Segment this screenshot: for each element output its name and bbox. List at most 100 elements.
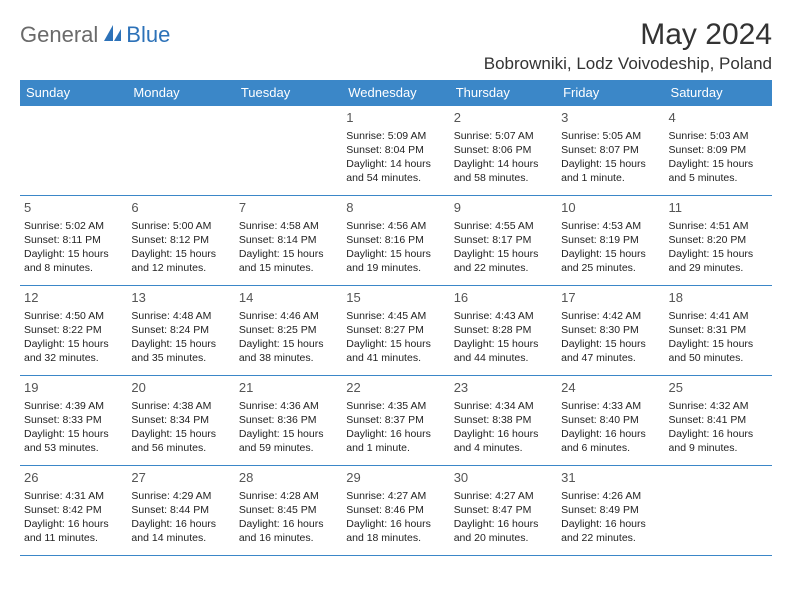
calendar-body: 1Sunrise: 5:09 AMSunset: 8:04 PMDaylight… xyxy=(20,106,772,556)
title-block: May 2024 Bobrowniki, Lodz Voivodeship, P… xyxy=(484,18,772,74)
sunrise-line: Sunrise: 4:33 AM xyxy=(561,399,660,413)
logo-sail-icon xyxy=(102,23,124,48)
daylight-line: Daylight: 16 hours and 14 minutes. xyxy=(131,517,230,545)
calendar-week-row: 1Sunrise: 5:09 AMSunset: 8:04 PMDaylight… xyxy=(20,106,772,196)
calendar-day-cell: 26Sunrise: 4:31 AMSunset: 8:42 PMDayligh… xyxy=(20,466,127,556)
calendar-day-cell xyxy=(20,106,127,196)
daylight-line: Daylight: 15 hours and 25 minutes. xyxy=(561,247,660,275)
calendar-day-cell: 16Sunrise: 4:43 AMSunset: 8:28 PMDayligh… xyxy=(450,286,557,376)
calendar-day-cell: 9Sunrise: 4:55 AMSunset: 8:17 PMDaylight… xyxy=(450,196,557,286)
calendar-day-cell: 22Sunrise: 4:35 AMSunset: 8:37 PMDayligh… xyxy=(342,376,449,466)
sunset-line: Sunset: 8:25 PM xyxy=(239,323,338,337)
weekday-header: Wednesday xyxy=(342,80,449,106)
month-title: May 2024 xyxy=(484,18,772,52)
sunset-line: Sunset: 8:19 PM xyxy=(561,233,660,247)
sunrise-line: Sunrise: 5:00 AM xyxy=(131,219,230,233)
daylight-line: Daylight: 15 hours and 35 minutes. xyxy=(131,337,230,365)
sunrise-line: Sunrise: 4:43 AM xyxy=(454,309,553,323)
sunrise-line: Sunrise: 5:03 AM xyxy=(669,129,768,143)
calendar-day-cell: 30Sunrise: 4:27 AMSunset: 8:47 PMDayligh… xyxy=(450,466,557,556)
day-number: 17 xyxy=(561,289,660,307)
daylight-line: Daylight: 15 hours and 59 minutes. xyxy=(239,427,338,455)
calendar-day-cell: 18Sunrise: 4:41 AMSunset: 8:31 PMDayligh… xyxy=(665,286,772,376)
calendar-day-cell: 2Sunrise: 5:07 AMSunset: 8:06 PMDaylight… xyxy=(450,106,557,196)
daylight-line: Daylight: 15 hours and 44 minutes. xyxy=(454,337,553,365)
sunset-line: Sunset: 8:06 PM xyxy=(454,143,553,157)
day-number: 21 xyxy=(239,379,338,397)
day-number: 7 xyxy=(239,199,338,217)
calendar-day-cell: 8Sunrise: 4:56 AMSunset: 8:16 PMDaylight… xyxy=(342,196,449,286)
daylight-line: Daylight: 15 hours and 22 minutes. xyxy=(454,247,553,275)
sunrise-line: Sunrise: 4:38 AM xyxy=(131,399,230,413)
sunset-line: Sunset: 8:47 PM xyxy=(454,503,553,517)
logo: General Blue xyxy=(20,22,170,48)
calendar-day-cell: 15Sunrise: 4:45 AMSunset: 8:27 PMDayligh… xyxy=(342,286,449,376)
daylight-line: Daylight: 16 hours and 4 minutes. xyxy=(454,427,553,455)
sunset-line: Sunset: 8:37 PM xyxy=(346,413,445,427)
calendar-day-cell: 19Sunrise: 4:39 AMSunset: 8:33 PMDayligh… xyxy=(20,376,127,466)
day-number: 20 xyxy=(131,379,230,397)
sunrise-line: Sunrise: 4:34 AM xyxy=(454,399,553,413)
day-number: 2 xyxy=(454,109,553,127)
day-number: 11 xyxy=(669,199,768,217)
sunset-line: Sunset: 8:07 PM xyxy=(561,143,660,157)
calendar-day-cell: 21Sunrise: 4:36 AMSunset: 8:36 PMDayligh… xyxy=(235,376,342,466)
sunset-line: Sunset: 8:36 PM xyxy=(239,413,338,427)
sunrise-line: Sunrise: 5:09 AM xyxy=(346,129,445,143)
daylight-line: Daylight: 15 hours and 29 minutes. xyxy=(669,247,768,275)
sunset-line: Sunset: 8:09 PM xyxy=(669,143,768,157)
sunrise-line: Sunrise: 4:39 AM xyxy=(24,399,123,413)
calendar-day-cell: 25Sunrise: 4:32 AMSunset: 8:41 PMDayligh… xyxy=(665,376,772,466)
weekday-header: Tuesday xyxy=(235,80,342,106)
daylight-line: Daylight: 15 hours and 1 minute. xyxy=(561,157,660,185)
sunrise-line: Sunrise: 4:27 AM xyxy=(454,489,553,503)
day-number: 8 xyxy=(346,199,445,217)
day-number: 23 xyxy=(454,379,553,397)
sunrise-line: Sunrise: 4:53 AM xyxy=(561,219,660,233)
daylight-line: Daylight: 16 hours and 1 minute. xyxy=(346,427,445,455)
weekday-header: Saturday xyxy=(665,80,772,106)
sunset-line: Sunset: 8:04 PM xyxy=(346,143,445,157)
sunset-line: Sunset: 8:24 PM xyxy=(131,323,230,337)
day-number: 24 xyxy=(561,379,660,397)
calendar-day-cell: 24Sunrise: 4:33 AMSunset: 8:40 PMDayligh… xyxy=(557,376,664,466)
daylight-line: Daylight: 16 hours and 9 minutes. xyxy=(669,427,768,455)
day-number: 16 xyxy=(454,289,553,307)
sunrise-line: Sunrise: 4:28 AM xyxy=(239,489,338,503)
sunset-line: Sunset: 8:34 PM xyxy=(131,413,230,427)
sunset-line: Sunset: 8:45 PM xyxy=(239,503,338,517)
sunrise-line: Sunrise: 4:55 AM xyxy=(454,219,553,233)
daylight-line: Daylight: 15 hours and 15 minutes. xyxy=(239,247,338,275)
calendar-day-cell: 17Sunrise: 4:42 AMSunset: 8:30 PMDayligh… xyxy=(557,286,664,376)
sunrise-line: Sunrise: 4:51 AM xyxy=(669,219,768,233)
sunset-line: Sunset: 8:46 PM xyxy=(346,503,445,517)
day-number: 14 xyxy=(239,289,338,307)
day-number: 28 xyxy=(239,469,338,487)
sunrise-line: Sunrise: 4:35 AM xyxy=(346,399,445,413)
day-number: 5 xyxy=(24,199,123,217)
sunrise-line: Sunrise: 4:48 AM xyxy=(131,309,230,323)
daylight-line: Daylight: 15 hours and 5 minutes. xyxy=(669,157,768,185)
sunrise-line: Sunrise: 5:05 AM xyxy=(561,129,660,143)
sunrise-line: Sunrise: 5:02 AM xyxy=(24,219,123,233)
day-number: 31 xyxy=(561,469,660,487)
sunset-line: Sunset: 8:11 PM xyxy=(24,233,123,247)
location: Bobrowniki, Lodz Voivodeship, Poland xyxy=(484,54,772,74)
calendar-day-cell: 23Sunrise: 4:34 AMSunset: 8:38 PMDayligh… xyxy=(450,376,557,466)
sunset-line: Sunset: 8:12 PM xyxy=(131,233,230,247)
sunrise-line: Sunrise: 4:29 AM xyxy=(131,489,230,503)
calendar-day-cell: 1Sunrise: 5:09 AMSunset: 8:04 PMDaylight… xyxy=(342,106,449,196)
sunrise-line: Sunrise: 4:50 AM xyxy=(24,309,123,323)
daylight-line: Daylight: 15 hours and 19 minutes. xyxy=(346,247,445,275)
sunrise-line: Sunrise: 4:31 AM xyxy=(24,489,123,503)
weekday-header: Sunday xyxy=(20,80,127,106)
calendar-day-cell: 6Sunrise: 5:00 AMSunset: 8:12 PMDaylight… xyxy=(127,196,234,286)
calendar-week-row: 26Sunrise: 4:31 AMSunset: 8:42 PMDayligh… xyxy=(20,466,772,556)
calendar-day-cell: 28Sunrise: 4:28 AMSunset: 8:45 PMDayligh… xyxy=(235,466,342,556)
daylight-line: Daylight: 15 hours and 56 minutes. xyxy=(131,427,230,455)
sunset-line: Sunset: 8:42 PM xyxy=(24,503,123,517)
calendar-day-cell xyxy=(235,106,342,196)
calendar-day-cell: 13Sunrise: 4:48 AMSunset: 8:24 PMDayligh… xyxy=(127,286,234,376)
daylight-line: Daylight: 16 hours and 11 minutes. xyxy=(24,517,123,545)
weekday-header-row: Sunday Monday Tuesday Wednesday Thursday… xyxy=(20,80,772,106)
